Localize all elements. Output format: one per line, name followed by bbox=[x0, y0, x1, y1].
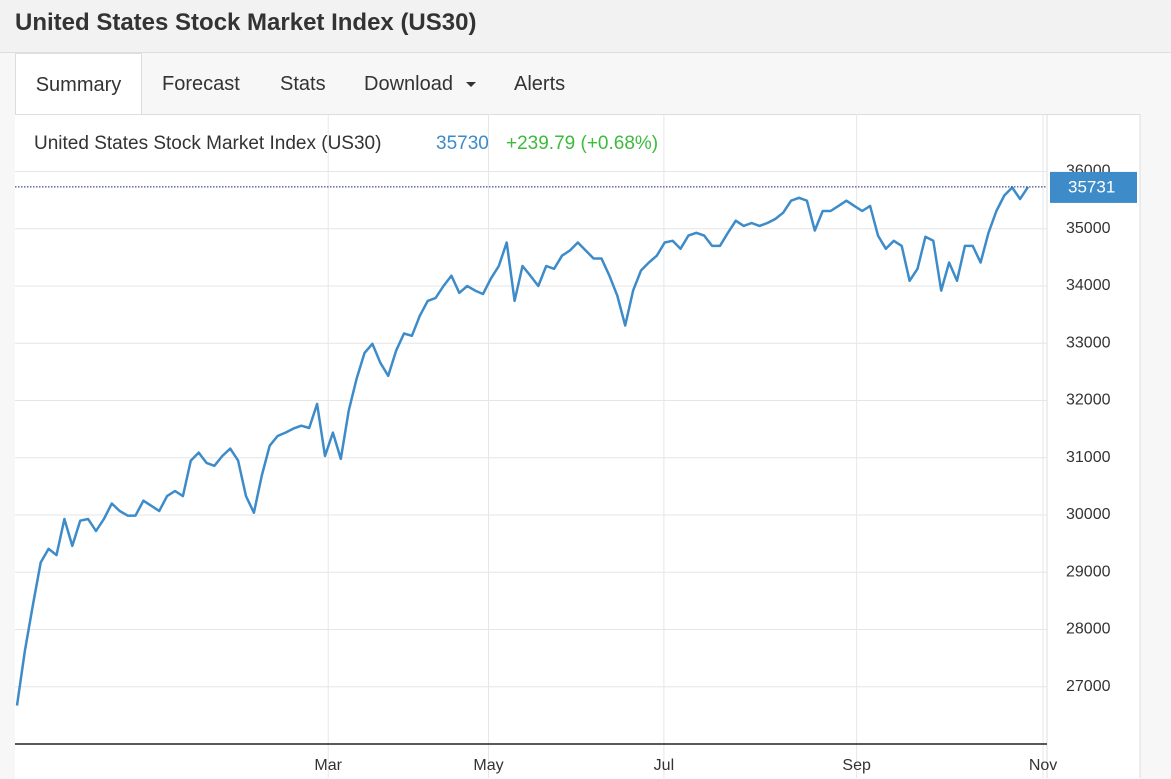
y-tick-label: 29000 bbox=[1066, 563, 1111, 580]
y-tick-label: 33000 bbox=[1066, 334, 1111, 351]
tab[interactable]: Stats bbox=[280, 73, 326, 95]
last-price-label: 35731 bbox=[1068, 177, 1115, 196]
tab-bar: Summary Forecast Stats Download Alerts bbox=[15, 53, 1171, 115]
tab[interactable]: Alerts bbox=[514, 73, 566, 95]
x-tick-label: May bbox=[473, 757, 503, 774]
y-tick-label: 32000 bbox=[1066, 392, 1111, 409]
x-tick-label: Sep bbox=[842, 757, 871, 774]
quote-price: 35730 bbox=[436, 133, 489, 154]
y-tick-label: 27000 bbox=[1066, 678, 1111, 695]
x-tick-label: Jul bbox=[654, 757, 674, 774]
dropdown-caret bbox=[466, 82, 476, 87]
y-tick-label: 35000 bbox=[1066, 220, 1111, 237]
tab[interactable]: Forecast bbox=[162, 73, 240, 95]
y-tick-label: 31000 bbox=[1066, 449, 1111, 466]
y-tick-label: 28000 bbox=[1066, 621, 1111, 638]
y-tick-label: 30000 bbox=[1066, 506, 1111, 523]
y-tick-label: 34000 bbox=[1066, 277, 1111, 294]
header: United States Stock Market Index (US30) bbox=[0, 0, 1171, 53]
tab[interactable]: Summary bbox=[15, 53, 142, 115]
quote-change: +239.79 (+0.68%) bbox=[506, 133, 658, 154]
quote-name: United States Stock Market Index (US30) bbox=[34, 133, 381, 154]
x-tick-label: Mar bbox=[314, 757, 342, 774]
chart-panel bbox=[15, 114, 1140, 779]
page-title: United States Stock Market Index (US30) bbox=[15, 9, 477, 36]
price-line bbox=[15, 186, 1030, 706]
last-price-box bbox=[1050, 171, 1137, 203]
x-tick-label: Nov bbox=[1029, 757, 1057, 774]
tab[interactable]: Download bbox=[364, 73, 453, 95]
